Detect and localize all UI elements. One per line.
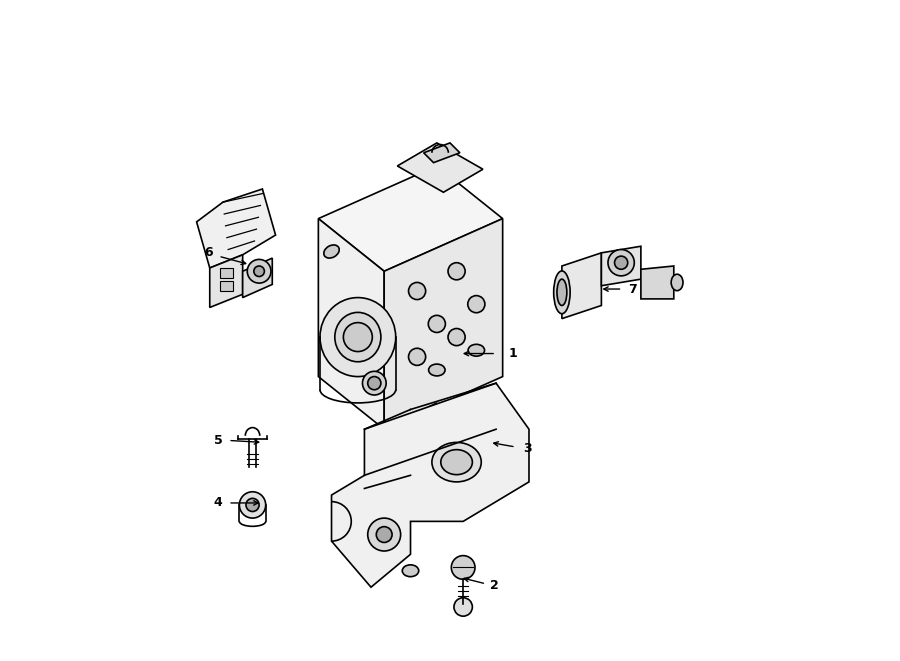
Circle shape (363, 371, 386, 395)
Text: 7: 7 (628, 282, 636, 295)
Circle shape (448, 262, 465, 280)
Text: 4: 4 (214, 496, 222, 510)
Polygon shape (196, 189, 275, 268)
Ellipse shape (320, 297, 396, 377)
Polygon shape (397, 143, 483, 192)
Ellipse shape (468, 344, 484, 356)
Circle shape (608, 250, 634, 276)
Circle shape (254, 266, 265, 276)
Bar (220, 268, 233, 278)
Polygon shape (424, 143, 460, 163)
Polygon shape (319, 166, 503, 271)
Polygon shape (243, 258, 273, 297)
Text: 5: 5 (214, 434, 222, 447)
Circle shape (248, 259, 271, 283)
Bar (220, 281, 233, 291)
Text: 3: 3 (523, 442, 531, 455)
Circle shape (454, 598, 473, 616)
Ellipse shape (428, 364, 446, 376)
Circle shape (428, 315, 446, 332)
Polygon shape (641, 266, 674, 299)
Circle shape (368, 518, 400, 551)
Circle shape (451, 556, 475, 579)
Circle shape (409, 348, 426, 366)
Ellipse shape (324, 245, 339, 258)
Circle shape (344, 323, 373, 352)
Circle shape (368, 377, 381, 390)
Circle shape (239, 492, 266, 518)
Ellipse shape (335, 313, 381, 362)
Ellipse shape (671, 274, 683, 291)
Ellipse shape (554, 271, 570, 314)
Circle shape (468, 295, 485, 313)
Polygon shape (384, 403, 436, 469)
Circle shape (615, 256, 627, 269)
Ellipse shape (441, 449, 472, 475)
Text: 2: 2 (491, 579, 500, 592)
Circle shape (376, 527, 392, 543)
Text: 1: 1 (508, 347, 517, 360)
Circle shape (246, 498, 259, 512)
Circle shape (409, 282, 426, 299)
Polygon shape (319, 219, 384, 429)
Polygon shape (210, 254, 243, 307)
Polygon shape (384, 219, 503, 429)
Ellipse shape (402, 565, 418, 576)
Circle shape (448, 329, 465, 346)
Polygon shape (562, 253, 601, 319)
Ellipse shape (432, 442, 482, 482)
Polygon shape (601, 247, 641, 286)
Text: 6: 6 (204, 247, 212, 259)
Ellipse shape (557, 279, 567, 305)
Polygon shape (331, 383, 529, 587)
